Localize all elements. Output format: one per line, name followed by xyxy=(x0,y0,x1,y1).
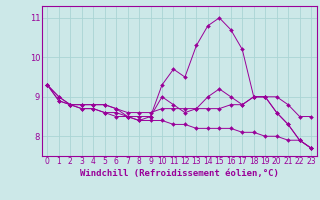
X-axis label: Windchill (Refroidissement éolien,°C): Windchill (Refroidissement éolien,°C) xyxy=(80,169,279,178)
